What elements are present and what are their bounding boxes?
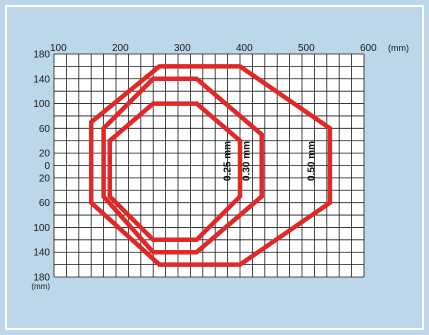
y-tick-label: 20 — [39, 173, 51, 184]
y-tick-label: 60 — [39, 124, 51, 135]
x-axis-unit: (mm) — [388, 43, 409, 53]
x-tick-label: 200 — [112, 43, 129, 54]
x-tick-label: 400 — [236, 43, 253, 54]
y-tick-label: 20 — [39, 149, 51, 160]
y-tick-label: 60 — [39, 198, 51, 209]
series-labels: 0.25 mm 0.30 mm 0.50 mm — [223, 141, 318, 181]
series-label: 0.50 mm — [306, 141, 317, 181]
y-tick-label: 0 — [44, 161, 50, 172]
y-tick-label: 100 — [33, 223, 50, 234]
x-tick-label: 600 — [360, 43, 377, 54]
x-tick-label: 300 — [174, 43, 191, 54]
y-tick-label: 140 — [33, 248, 50, 259]
y-axis-unit: (mm) — [31, 282, 50, 291]
x-tick-label: 500 — [298, 43, 315, 54]
y-tick-label: 180 — [33, 50, 50, 61]
outline-0-30-mm — [101, 76, 264, 255]
x-tick-label: 100 — [50, 43, 67, 54]
outline-0-50-mm — [88, 64, 333, 267]
series-label: 0.30 mm — [241, 141, 252, 181]
y-tick-label: 180 — [33, 273, 50, 284]
axes: 100 200 300 400 500 600 (mm)180140100602002060… — [31, 43, 409, 291]
y-tick-label: 140 — [33, 74, 50, 85]
outline-0-25-mm — [107, 101, 243, 243]
y-tick-label: 100 — [33, 99, 50, 110]
series-outlines — [88, 64, 333, 267]
series-label: 0.25 mm — [223, 141, 234, 181]
